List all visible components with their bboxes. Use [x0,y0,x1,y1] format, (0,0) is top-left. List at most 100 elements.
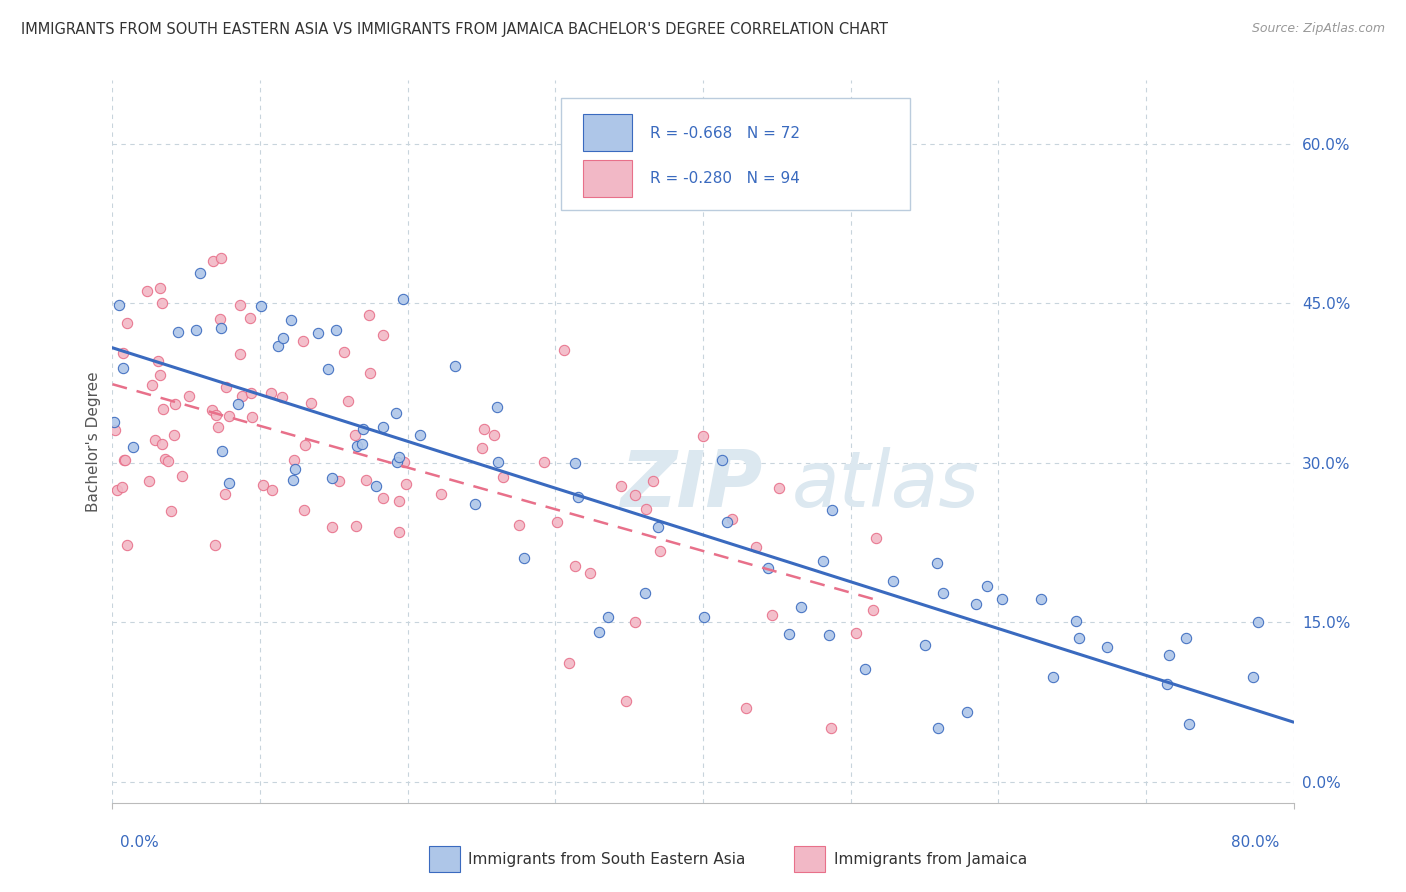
Point [818,628,841,642]
Point [778,627,800,641]
Point [1095,640,1118,654]
Point [464,497,486,511]
Point [325,323,347,337]
Point [177,389,200,403]
Text: Immigrants from Jamaica: Immigrants from Jamaica [834,853,1026,867]
Point [721,512,744,526]
Point [252,478,274,492]
Point [226,397,249,411]
Point [150,437,173,451]
Point [280,312,302,326]
Point [932,586,955,600]
Point [429,487,451,501]
Point [395,476,418,491]
Point [211,444,233,458]
Point [761,608,783,623]
Point [567,490,589,504]
Point [624,615,647,629]
Point [1064,614,1087,628]
Point [260,483,283,498]
Point [643,474,665,488]
Point [292,502,315,516]
Point [371,327,394,342]
Point [214,487,236,501]
Point [1157,648,1180,662]
Point [385,455,408,469]
Point [484,428,506,442]
Point [647,520,669,534]
Point [165,397,187,411]
Point [228,298,250,312]
Point [103,416,125,430]
Point [385,406,408,420]
Point [321,470,343,484]
Point [533,455,555,469]
Point [108,298,131,312]
Point [1174,632,1197,646]
Point [371,491,394,506]
Point [914,638,936,652]
Point [768,481,790,495]
Text: 80.0%: 80.0% [1232,836,1279,850]
Point [239,311,262,326]
Point [271,390,294,404]
Point [209,252,232,266]
Point [546,516,568,530]
Point [485,400,508,414]
Point [927,722,949,736]
Point [114,453,136,467]
Point [616,694,638,708]
Point [188,266,211,280]
Point [636,502,658,516]
Point [1029,591,1052,606]
Point [359,366,381,380]
Point [491,469,513,483]
Point [588,624,610,639]
Point [143,434,166,448]
Point [354,473,377,487]
Point [392,454,415,468]
Point [115,538,138,552]
Point [976,579,998,593]
Point [111,480,134,494]
Point [388,525,411,540]
Point [1247,615,1270,629]
Text: R = -0.280   N = 94: R = -0.280 N = 94 [650,171,800,186]
Point [693,609,716,624]
Text: R = -0.668   N = 72: R = -0.668 N = 72 [650,126,800,141]
Point [1067,632,1090,646]
Point [821,502,844,516]
Point [260,386,283,401]
Point [486,455,509,469]
Point [294,438,316,452]
Point [882,574,904,589]
Point [956,705,979,719]
Point [150,295,173,310]
Point [579,566,602,581]
Point [229,347,252,361]
Point [346,439,368,453]
Point [623,487,645,501]
Point [564,559,586,574]
Point [292,334,315,348]
Point [633,586,655,600]
Point [716,515,738,529]
Point [1156,677,1178,691]
Point [299,396,322,410]
Point [114,453,136,467]
Point [343,428,366,442]
Point [472,421,495,435]
Point [149,368,172,382]
Point [991,591,1014,606]
Point [141,377,163,392]
Point [207,420,229,434]
Point [735,701,758,715]
Point [136,284,159,298]
Point [392,293,415,307]
Point [163,427,186,442]
Point [155,452,177,467]
Point [409,427,432,442]
Point [201,402,224,417]
Point [283,453,305,467]
Point [865,531,887,545]
